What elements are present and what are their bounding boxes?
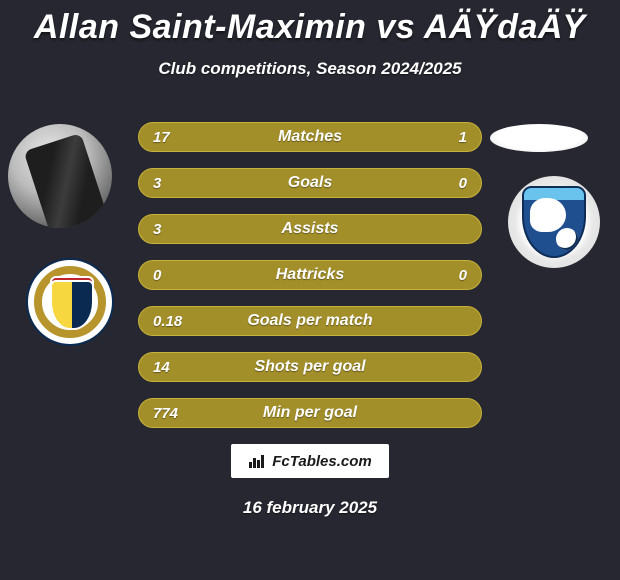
club-crest-left <box>26 258 114 346</box>
stat-label: Matches <box>139 123 481 151</box>
stat-row: 14Shots per goal <box>138 352 482 382</box>
stat-rows: 17Matches13Goals03Assists0Hattricks00.18… <box>138 122 482 444</box>
stat-label: Goals <box>139 169 481 197</box>
stat-label: Hattricks <box>139 261 481 289</box>
footer-brand-text: FcTables.com <box>272 453 371 470</box>
stat-row: 0Hattricks0 <box>138 260 482 290</box>
page-subtitle: Club competitions, Season 2024/2025 <box>0 59 620 79</box>
stat-row: 3Goals0 <box>138 168 482 198</box>
stat-label: Assists <box>139 215 481 243</box>
bar-chart-icon <box>248 453 266 469</box>
stat-row: 774Min per goal <box>138 398 482 428</box>
stat-label: Goals per match <box>139 307 481 335</box>
stat-right-value: 0 <box>459 261 467 289</box>
stat-right-value: 0 <box>459 169 467 197</box>
player-right-placeholder <box>490 124 588 152</box>
stat-row: 3Assists <box>138 214 482 244</box>
footer-date: 16 february 2025 <box>0 498 620 518</box>
stat-row: 0.18Goals per match <box>138 306 482 336</box>
player-left-avatar <box>8 124 112 228</box>
stat-label: Shots per goal <box>139 353 481 381</box>
club-crest-right <box>508 176 600 268</box>
stat-row: 17Matches1 <box>138 122 482 152</box>
page-title: Allan Saint-Maximin vs AÄŸdaÄŸ <box>0 0 620 47</box>
stat-right-value: 1 <box>459 123 467 151</box>
footer-brand-box: FcTables.com <box>231 444 389 478</box>
stat-label: Min per goal <box>139 399 481 427</box>
